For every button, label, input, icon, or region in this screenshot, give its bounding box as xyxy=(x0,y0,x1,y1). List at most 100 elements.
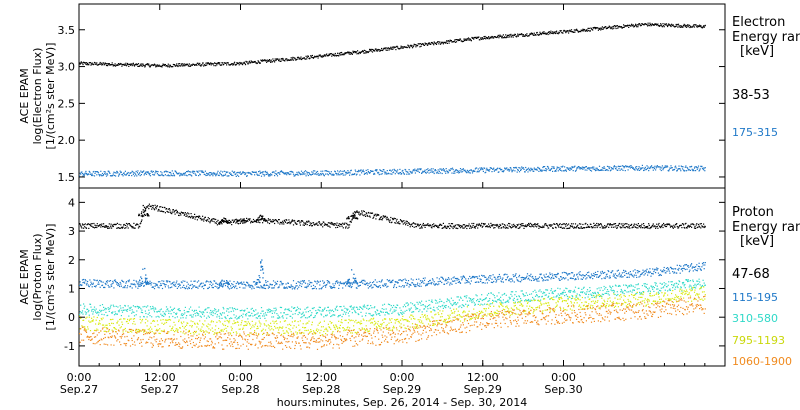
data-point xyxy=(169,209,171,211)
data-point xyxy=(298,58,300,60)
data-point xyxy=(576,274,578,276)
data-point xyxy=(101,223,103,225)
data-point xyxy=(564,272,566,274)
data-point xyxy=(576,226,578,228)
data-point xyxy=(165,306,168,308)
data-point-spike xyxy=(236,220,238,222)
data-point xyxy=(585,30,587,32)
data-point xyxy=(122,175,124,177)
data-point xyxy=(479,224,481,226)
data-point xyxy=(155,308,157,310)
data-point xyxy=(693,26,696,28)
data-point xyxy=(663,25,665,27)
data-point xyxy=(375,50,378,52)
data-point xyxy=(566,31,568,33)
data-point xyxy=(664,270,666,272)
data-point xyxy=(168,287,170,289)
data-point xyxy=(389,219,391,221)
data-point xyxy=(337,170,339,172)
data-point xyxy=(536,31,538,34)
data-point xyxy=(217,219,219,221)
data-point xyxy=(344,222,346,224)
data-point xyxy=(489,275,491,277)
data-point xyxy=(521,279,523,281)
data-point-spike xyxy=(259,215,261,217)
data-point xyxy=(604,271,606,274)
data-point xyxy=(378,214,380,216)
data-point xyxy=(317,172,319,175)
data-point xyxy=(262,310,264,312)
data-point xyxy=(275,59,277,62)
data-point xyxy=(560,169,562,171)
data-point xyxy=(99,175,101,177)
data-point xyxy=(241,220,243,223)
data-point xyxy=(519,226,521,228)
data-point xyxy=(447,225,450,228)
data-point xyxy=(609,275,611,277)
data-point xyxy=(346,224,348,226)
data-point xyxy=(616,275,618,277)
data-point xyxy=(523,277,525,279)
data-point xyxy=(660,269,662,271)
data-point xyxy=(684,26,686,28)
data-point xyxy=(421,227,423,229)
data-point xyxy=(679,26,681,28)
data-point xyxy=(113,287,115,289)
data-point xyxy=(231,63,233,65)
data-point xyxy=(124,285,126,287)
data-point xyxy=(704,24,706,26)
data-point xyxy=(699,268,701,270)
data-point xyxy=(284,309,286,311)
data-point xyxy=(93,63,95,65)
data-point xyxy=(413,170,415,172)
data-point xyxy=(258,315,260,318)
data-point xyxy=(701,168,704,170)
data-point xyxy=(280,280,282,282)
data-point xyxy=(244,313,247,316)
data-point xyxy=(699,223,701,225)
data-point xyxy=(105,280,108,282)
data-point xyxy=(598,28,601,30)
data-point xyxy=(139,306,141,308)
data-point xyxy=(667,267,669,269)
data-point xyxy=(582,277,585,279)
data-point xyxy=(254,314,256,316)
data-point xyxy=(664,165,666,167)
data-point xyxy=(411,44,413,47)
data-point xyxy=(188,287,190,289)
data-point xyxy=(671,23,673,25)
data-point xyxy=(429,279,431,281)
data-point xyxy=(420,45,422,47)
data-point xyxy=(638,166,640,168)
data-point xyxy=(390,173,392,175)
data-point xyxy=(404,278,406,280)
data-point xyxy=(660,169,662,172)
data-point xyxy=(197,287,199,289)
data-point xyxy=(456,171,458,173)
data-point xyxy=(545,168,547,170)
data-point xyxy=(227,222,229,224)
data-point xyxy=(294,307,296,309)
data-point xyxy=(477,170,479,172)
data-point xyxy=(541,226,543,229)
data-point xyxy=(225,171,227,173)
data-point xyxy=(553,166,555,168)
data-point xyxy=(256,313,258,315)
data-point xyxy=(224,174,226,176)
data-point xyxy=(261,310,263,312)
data-point xyxy=(140,284,142,287)
data-point xyxy=(649,268,651,270)
data-point xyxy=(609,27,611,29)
data-point xyxy=(610,28,612,30)
data-point xyxy=(673,272,675,274)
data-point xyxy=(160,308,162,310)
data-point xyxy=(431,227,433,229)
data-point xyxy=(389,48,391,50)
data-point xyxy=(243,172,245,174)
data-point xyxy=(165,284,167,286)
data-point xyxy=(357,211,359,213)
data-point-spike xyxy=(352,215,355,217)
data-point xyxy=(615,225,617,227)
data-point xyxy=(261,60,263,62)
data-point xyxy=(239,63,241,65)
